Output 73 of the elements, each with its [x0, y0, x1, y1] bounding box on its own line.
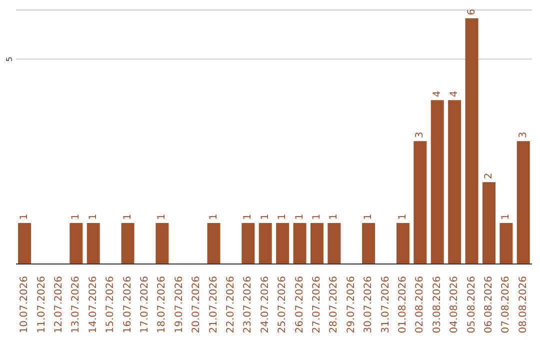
x-tick-label: 26.07.2026	[294, 276, 306, 334]
x-tick-label: 02.08.2026	[414, 276, 426, 334]
x-tick-label: 07.08.2026	[500, 276, 512, 334]
x-tick-label: 27.07.2026	[312, 276, 322, 334]
x-tick-label: 18.07.2026	[156, 276, 168, 334]
x-tick-label: 08.08.2026	[518, 276, 529, 334]
data-label: 1	[70, 214, 82, 220]
data-label: 3	[414, 132, 426, 138]
data-label: 1	[88, 214, 99, 220]
bar	[465, 18, 478, 264]
bar	[310, 223, 324, 264]
bar	[414, 141, 427, 264]
bar	[500, 223, 513, 264]
bar	[70, 223, 83, 264]
x-tick-label: 04.08.2026	[449, 276, 460, 334]
data-label: 2	[483, 172, 494, 180]
bar	[430, 100, 444, 264]
data-label: 1	[208, 214, 220, 220]
data-label: 1	[122, 214, 134, 220]
bar	[448, 100, 462, 264]
x-tick-label: 24.07.2026	[260, 276, 271, 334]
data-label: 1	[19, 214, 30, 220]
x-tick-label: 05.08.2026	[466, 276, 478, 334]
bar	[258, 223, 272, 264]
data-label: 1	[260, 214, 271, 220]
bar	[396, 223, 410, 264]
bar	[362, 223, 376, 264]
x-tick-label: 06.08.2026	[484, 276, 494, 334]
x-tick-label: 31.07.2026	[380, 276, 392, 334]
bar	[86, 223, 100, 264]
x-tick-label: 30.07.2026	[363, 276, 374, 334]
x-tick-label: 14.07.2026	[88, 276, 99, 334]
x-tick-label: 19.07.2026	[174, 276, 185, 334]
data-label: 1	[242, 214, 254, 220]
bar	[293, 223, 306, 264]
bar	[18, 223, 32, 264]
bar	[516, 141, 530, 264]
data-label: 1	[363, 214, 374, 220]
x-tick-label: 25.07.2026	[277, 276, 288, 334]
data-label: 1	[500, 214, 512, 220]
bar	[242, 223, 255, 264]
bar	[207, 223, 220, 264]
data-label: 1	[294, 214, 306, 220]
x-tick-label: 11.07.2026	[36, 276, 48, 334]
bar	[276, 223, 290, 264]
x-tick-label: 23.07.2026	[242, 276, 254, 334]
x-tick-label: 29.07.2026	[346, 276, 357, 334]
data-label: 1	[277, 214, 288, 220]
x-tick-label: 03.08.2026	[432, 276, 443, 334]
y-tick-label: 5	[5, 56, 14, 62]
data-label: 4	[432, 90, 443, 98]
bar	[156, 223, 169, 264]
x-tick-label: 21.07.2026	[208, 276, 220, 334]
data-label: 1	[311, 214, 322, 220]
data-label: 1	[328, 214, 340, 220]
x-tick-label: 16.07.2026	[122, 276, 134, 334]
x-tick-label: 22.07.2026	[226, 276, 236, 334]
data-label: 3	[518, 132, 529, 138]
x-tick-label: 10.07.2026	[19, 276, 30, 334]
x-tick-label: 01.08.2026	[398, 276, 408, 334]
bar	[121, 223, 134, 264]
data-label: 6	[466, 8, 478, 16]
x-tick-label: 12.07.2026	[54, 276, 64, 334]
x-tick-label: 15.07.2026	[105, 276, 116, 334]
bar	[482, 182, 496, 264]
data-label: 1	[397, 214, 408, 220]
x-tick-label: 20.07.2026	[191, 276, 202, 334]
x-tick-label: 13.07.2026	[70, 276, 82, 334]
data-label: 4	[449, 90, 460, 98]
bar	[328, 223, 341, 264]
data-label: 1	[156, 214, 168, 220]
x-tick-label: 17.07.2026	[140, 276, 150, 334]
x-tick-label: 28.07.2026	[328, 276, 340, 334]
